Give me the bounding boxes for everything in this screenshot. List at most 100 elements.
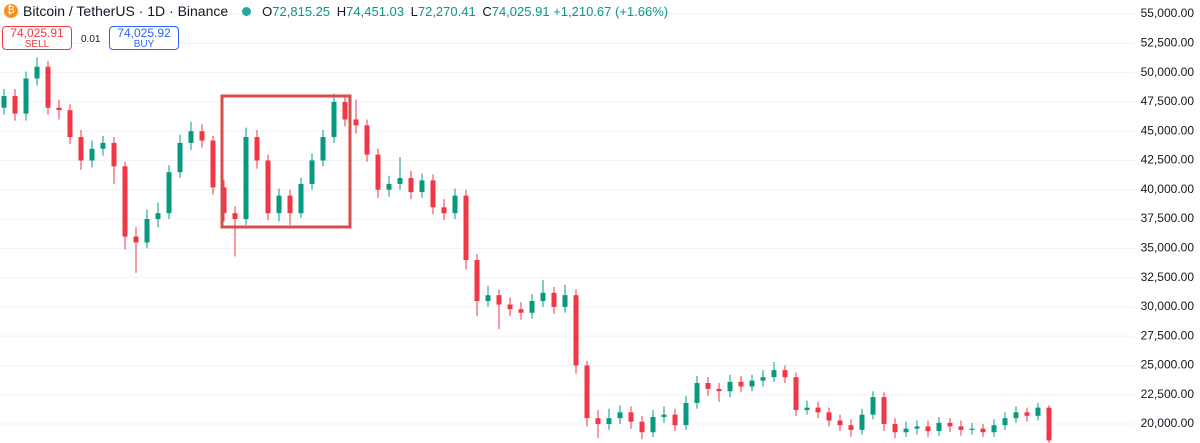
candle-body <box>1035 407 1041 416</box>
candle-body <box>397 178 403 184</box>
y-tick-label: 25,000.00 <box>1141 358 1195 372</box>
y-tick-label: 52,500.00 <box>1141 36 1195 50</box>
header: ₿ Bitcoin / TetherUS · 1D · Binance O72,… <box>4 3 668 19</box>
candle-body <box>793 377 799 410</box>
candle-body <box>1024 412 1030 416</box>
candle-body <box>364 125 370 155</box>
y-tick-label: 45,000.00 <box>1141 123 1195 137</box>
candle-body <box>837 420 843 426</box>
candle-body <box>694 383 700 403</box>
change: +1,210.67 (+1.66%) <box>553 3 669 19</box>
candle-body <box>881 397 887 425</box>
candle-body <box>727 381 733 392</box>
c-value: 74,025.91 <box>491 3 550 19</box>
candle-body <box>243 137 249 220</box>
status-dot <box>242 6 252 16</box>
candle-body <box>1046 407 1052 441</box>
l-label: L <box>410 3 418 19</box>
candle-body <box>848 425 854 430</box>
candle-body <box>540 292 546 302</box>
highlight-box <box>220 94 352 229</box>
candle-body <box>474 260 480 302</box>
y-tick-label: 37,500.00 <box>1141 211 1195 225</box>
y-tick-label: 42,500.00 <box>1141 153 1195 167</box>
buy-label: BUY <box>133 39 155 50</box>
candle-body <box>749 380 755 387</box>
candle-body <box>287 195 293 214</box>
candle-body <box>815 407 821 413</box>
candle-body <box>606 418 612 425</box>
y-tick-label: 35,000.00 <box>1141 240 1195 254</box>
l-value: 72,270.41 <box>417 3 476 19</box>
sell-label: SELL <box>24 39 50 50</box>
candle-body <box>892 424 898 433</box>
candle-body <box>177 142 183 173</box>
y-tick-label: 50,000.00 <box>1141 65 1195 79</box>
candle-body <box>441 207 447 214</box>
candle-body <box>331 101 337 138</box>
candle-body <box>617 412 623 419</box>
candle-body <box>804 407 810 410</box>
candle-body <box>716 388 722 392</box>
candle-body <box>166 172 172 214</box>
candle-body <box>408 178 414 193</box>
candle-body <box>870 397 876 415</box>
candle-body <box>628 412 634 422</box>
sell-price: 74,025.91 <box>10 26 64 40</box>
candle-body <box>595 418 601 425</box>
candle-body <box>958 426 964 430</box>
candle-body <box>980 428 986 433</box>
coin-icon: ₿ <box>4 4 18 18</box>
candle-body <box>45 66 51 108</box>
candle-body <box>551 292 557 307</box>
y-tick-label: 55,000.00 <box>1141 6 1195 20</box>
candle-body <box>199 131 205 141</box>
candle-body <box>309 160 315 184</box>
buy-button[interactable]: 74,025.92 BUY <box>109 26 179 50</box>
o-value: 72,815.25 <box>272 3 331 19</box>
candle-body <box>133 236 139 243</box>
y-tick-label: 20,000.00 <box>1141 416 1195 430</box>
candle-body <box>463 195 469 261</box>
candle-body <box>859 414 865 430</box>
sell-button[interactable]: 74,025.91 SELL <box>2 26 72 50</box>
candle-body <box>430 180 436 208</box>
candle-body <box>67 110 73 138</box>
candle-body <box>320 137 326 161</box>
candle-body <box>232 213 238 220</box>
candle-body <box>265 160 271 214</box>
candle-body <box>573 295 579 366</box>
candle-body <box>188 131 194 143</box>
candle-body <box>210 140 216 188</box>
candle-body <box>34 66 40 79</box>
candle-body <box>914 426 920 429</box>
candle-body <box>496 295 502 305</box>
candle-body <box>122 166 128 237</box>
candle-body <box>771 370 777 378</box>
candle-body <box>276 195 282 214</box>
candle-body <box>298 183 304 214</box>
y-tick-label: 40,000.00 <box>1141 182 1195 196</box>
y-tick-label: 30,000.00 <box>1141 299 1195 313</box>
candle-body <box>1013 412 1019 419</box>
candle-body <box>353 119 359 126</box>
o-label: O <box>262 3 273 19</box>
candle-body <box>485 295 491 302</box>
candle-body <box>925 426 931 432</box>
candle-body <box>155 213 161 220</box>
candle-body <box>562 295 568 307</box>
candle-body <box>518 309 524 313</box>
candle-body <box>991 425 997 433</box>
candle-body <box>661 414 667 417</box>
candle-body <box>78 137 84 161</box>
spread: 0.01 <box>81 34 101 45</box>
buy-price: 74,025.92 <box>117 26 171 40</box>
candle-body <box>419 180 425 193</box>
candle-body <box>56 107 62 111</box>
candle-body <box>672 414 678 426</box>
symbol-title[interactable]: Bitcoin / TetherUS · 1D · Binance <box>23 3 229 19</box>
candle-body <box>705 383 711 389</box>
c-label: C <box>482 3 492 19</box>
